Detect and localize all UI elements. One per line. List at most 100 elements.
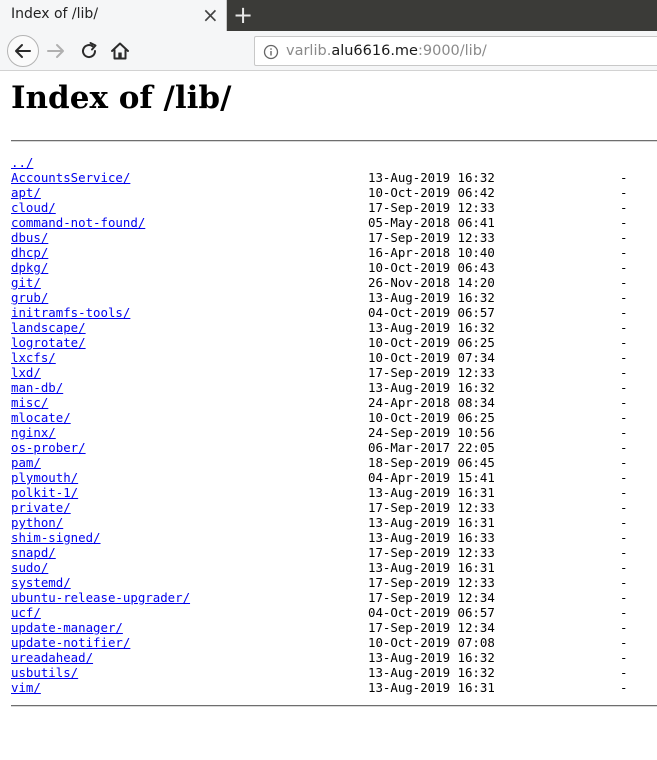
directory-link[interactable]: ureadahead/ bbox=[11, 650, 94, 665]
directory-link[interactable]: initramfs-tools/ bbox=[11, 305, 131, 320]
directory-link[interactable]: vim/ bbox=[11, 680, 41, 695]
file-size: - bbox=[620, 650, 628, 665]
file-size: - bbox=[620, 440, 628, 455]
file-size: - bbox=[620, 575, 628, 590]
file-size: - bbox=[620, 320, 628, 335]
list-item: git/26-Nov-2018 14:20 - bbox=[11, 275, 651, 290]
modified-date: 24-Apr-2018 08:34 bbox=[368, 395, 495, 410]
directory-link[interactable]: dhcp/ bbox=[11, 245, 49, 260]
modified-date: 13-Aug-2019 16:31 bbox=[368, 560, 495, 575]
list-item: shim-signed/13-Aug-2019 16:33 - bbox=[11, 530, 651, 545]
file-size: - bbox=[620, 335, 628, 350]
modified-date: 26-Nov-2018 14:20 bbox=[368, 275, 495, 290]
file-size: - bbox=[620, 245, 628, 260]
list-item: nginx/24-Sep-2019 10:56 - bbox=[11, 425, 651, 440]
directory-link[interactable]: apt/ bbox=[11, 185, 41, 200]
directory-link[interactable]: ucf/ bbox=[11, 605, 41, 620]
list-item: polkit-1/13-Aug-2019 16:31 - bbox=[11, 485, 651, 500]
list-item: initramfs-tools/04-Oct-2019 06:57 - bbox=[11, 305, 651, 320]
file-size: - bbox=[620, 500, 628, 515]
directory-link[interactable]: pam/ bbox=[11, 455, 41, 470]
directory-link[interactable]: update-notifier/ bbox=[11, 635, 131, 650]
list-item: update-notifier/10-Oct-2019 07:08 - bbox=[11, 635, 651, 650]
address-bar[interactable]: varlib.alu6616.me:9000/lib/ bbox=[254, 36, 657, 66]
directory-link[interactable]: shim-signed/ bbox=[11, 530, 101, 545]
modified-date: 13-Aug-2019 16:32 bbox=[368, 380, 495, 395]
list-item: private/17-Sep-2019 12:33 - bbox=[11, 500, 651, 515]
directory-link[interactable]: AccountsService/ bbox=[11, 170, 131, 185]
tab-strip: Index of /lib/ × + bbox=[0, 0, 657, 31]
tab-active[interactable]: Index of /lib/ × bbox=[0, 0, 227, 31]
file-size: - bbox=[620, 380, 628, 395]
file-size: - bbox=[620, 605, 628, 620]
list-item: pam/18-Sep-2019 06:45 - bbox=[11, 455, 651, 470]
directory-listing: ../ AccountsService/13-Aug-2019 16:32 - ap… bbox=[11, 155, 651, 695]
list-item: apt/10-Oct-2019 06:42 - bbox=[11, 185, 651, 200]
directory-link[interactable]: python/ bbox=[11, 515, 64, 530]
file-size: - bbox=[620, 305, 628, 320]
info-icon[interactable] bbox=[263, 44, 279, 60]
modified-date: 10-Oct-2019 06:42 bbox=[368, 185, 495, 200]
list-item: mlocate/10-Oct-2019 06:25 - bbox=[11, 410, 651, 425]
forward-arrow-icon[interactable] bbox=[45, 40, 67, 62]
directory-link[interactable]: sudo/ bbox=[11, 560, 49, 575]
modified-date: 17-Sep-2019 12:33 bbox=[368, 500, 495, 515]
directory-link[interactable]: logrotate/ bbox=[11, 335, 86, 350]
directory-link[interactable]: os-prober/ bbox=[11, 440, 86, 455]
modified-date: 13-Aug-2019 16:31 bbox=[368, 485, 495, 500]
modified-date: 13-Aug-2019 16:32 bbox=[368, 665, 495, 680]
directory-link[interactable]: snapd/ bbox=[11, 545, 56, 560]
directory-link[interactable]: update-manager/ bbox=[11, 620, 123, 635]
directory-link[interactable]: dpkg/ bbox=[11, 260, 49, 275]
home-icon[interactable] bbox=[109, 40, 131, 62]
parent-directory-link[interactable]: ../ bbox=[11, 155, 34, 170]
modified-date: 16-Apr-2018 10:40 bbox=[368, 245, 495, 260]
directory-link[interactable]: ubuntu-release-upgrader/ bbox=[11, 590, 191, 605]
reload-icon[interactable] bbox=[78, 40, 100, 62]
file-size: - bbox=[620, 545, 628, 560]
directory-link[interactable]: polkit-1/ bbox=[11, 485, 79, 500]
list-item: landscape/13-Aug-2019 16:32 - bbox=[11, 320, 651, 335]
directory-link[interactable]: cloud/ bbox=[11, 200, 56, 215]
modified-date: 17-Sep-2019 12:34 bbox=[368, 590, 495, 605]
list-item: update-manager/17-Sep-2019 12:34 - bbox=[11, 620, 651, 635]
directory-link[interactable]: dbus/ bbox=[11, 230, 49, 245]
divider-bottom bbox=[11, 705, 657, 707]
url-text[interactable]: varlib.alu6616.me:9000/lib/ bbox=[286, 43, 487, 59]
list-item: lxcfs/10-Oct-2019 07:34 - bbox=[11, 350, 651, 365]
directory-link[interactable]: man-db/ bbox=[11, 380, 64, 395]
modified-date: 04-Apr-2019 15:41 bbox=[368, 470, 495, 485]
directory-link[interactable]: landscape/ bbox=[11, 320, 86, 335]
directory-link[interactable]: command-not-found/ bbox=[11, 215, 146, 230]
url-suffix: :9000/lib/ bbox=[417, 43, 487, 59]
file-size: - bbox=[620, 350, 628, 365]
directory-link[interactable]: usbutils/ bbox=[11, 665, 79, 680]
list-item: systemd/17-Sep-2019 12:33 - bbox=[11, 575, 651, 590]
list-item: grub/13-Aug-2019 16:32 - bbox=[11, 290, 651, 305]
directory-link[interactable]: nginx/ bbox=[11, 425, 56, 440]
list-item: ureadahead/13-Aug-2019 16:32 - bbox=[11, 650, 651, 665]
list-item: os-prober/06-Mar-2017 22:05 - bbox=[11, 440, 651, 455]
list-item: logrotate/10-Oct-2019 06:25 - bbox=[11, 335, 651, 350]
page-title: Index of /lib/ bbox=[11, 80, 232, 116]
directory-link[interactable]: plymouth/ bbox=[11, 470, 79, 485]
directory-link[interactable]: mlocate/ bbox=[11, 410, 71, 425]
directory-link[interactable]: systemd/ bbox=[11, 575, 71, 590]
directory-link[interactable]: git/ bbox=[11, 275, 41, 290]
directory-link[interactable]: misc/ bbox=[11, 395, 49, 410]
directory-link[interactable]: private/ bbox=[11, 500, 71, 515]
file-size: - bbox=[620, 470, 628, 485]
back-button[interactable] bbox=[7, 35, 39, 67]
new-tab-button[interactable]: + bbox=[232, 1, 254, 29]
directory-link[interactable]: lxd/ bbox=[11, 365, 41, 380]
file-size: - bbox=[620, 260, 628, 275]
modified-date: 04-Oct-2019 06:57 bbox=[368, 605, 495, 620]
directory-link[interactable]: lxcfs/ bbox=[11, 350, 56, 365]
tab-close-icon[interactable]: × bbox=[202, 3, 219, 27]
list-item: dpkg/10-Oct-2019 06:43 - bbox=[11, 260, 651, 275]
directory-link[interactable]: grub/ bbox=[11, 290, 49, 305]
list-item: command-not-found/05-May-2018 06:41 - bbox=[11, 215, 651, 230]
list-item: ubuntu-release-upgrader/17-Sep-2019 12:3… bbox=[11, 590, 651, 605]
list-item: ucf/04-Oct-2019 06:57 - bbox=[11, 605, 651, 620]
file-size: - bbox=[620, 455, 628, 470]
